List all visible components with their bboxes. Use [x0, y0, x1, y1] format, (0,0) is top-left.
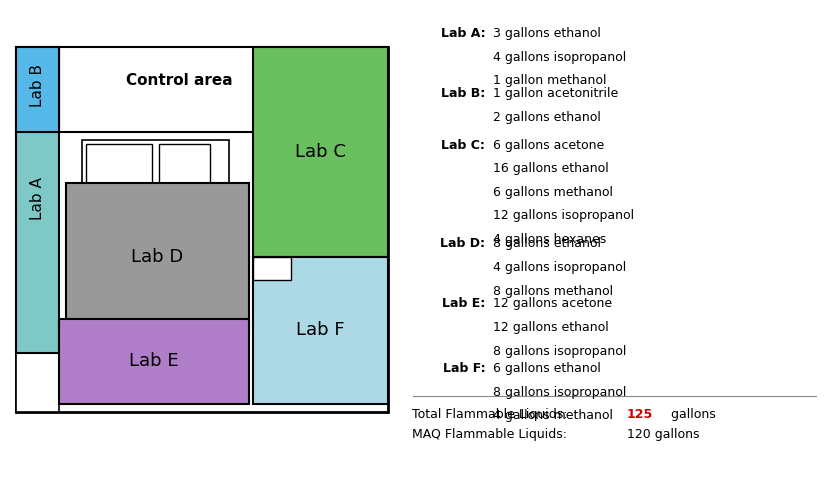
Text: 4 gallons isopropanol: 4 gallons isopropanol — [493, 261, 627, 274]
Text: Control area: Control area — [125, 73, 232, 87]
Text: MAQ Flammable Liquids:: MAQ Flammable Liquids: — [412, 428, 568, 442]
Text: 4 gallons methanol: 4 gallons methanol — [493, 409, 613, 422]
Text: 16 gallons ethanol: 16 gallons ethanol — [493, 162, 609, 175]
Text: 2 gallons ethanol: 2 gallons ethanol — [493, 111, 601, 123]
FancyBboxPatch shape — [159, 144, 210, 191]
Text: gallons: gallons — [667, 408, 716, 421]
Text: 12 gallons acetone: 12 gallons acetone — [493, 298, 612, 310]
Text: 1 gallon acetonitrile: 1 gallon acetonitrile — [493, 87, 619, 100]
FancyBboxPatch shape — [252, 47, 389, 257]
Text: 120 gallons: 120 gallons — [627, 428, 700, 442]
FancyBboxPatch shape — [252, 257, 291, 280]
Text: 6 gallons acetone: 6 gallons acetone — [493, 139, 605, 152]
Text: 6 gallons methanol: 6 gallons methanol — [493, 186, 613, 199]
FancyBboxPatch shape — [16, 353, 59, 411]
Text: 12 gallons isopropanol: 12 gallons isopropanol — [493, 209, 634, 223]
FancyBboxPatch shape — [59, 319, 248, 404]
FancyBboxPatch shape — [16, 47, 59, 132]
Text: Lab C:: Lab C: — [441, 139, 485, 152]
FancyBboxPatch shape — [16, 47, 389, 411]
Text: 1 gallon methanol: 1 gallon methanol — [493, 74, 607, 87]
Text: 8 gallons isopropanol: 8 gallons isopropanol — [493, 345, 627, 358]
Text: Total Flammable Liquids:: Total Flammable Liquids: — [412, 408, 568, 421]
Text: Lab C: Lab C — [295, 143, 346, 161]
Text: Lab F:: Lab F: — [443, 362, 485, 375]
FancyBboxPatch shape — [16, 47, 59, 353]
Text: 8 gallons isopropanol: 8 gallons isopropanol — [493, 386, 627, 399]
FancyBboxPatch shape — [252, 257, 389, 404]
Text: Lab F: Lab F — [296, 321, 345, 339]
Text: Lab A: Lab A — [30, 177, 45, 220]
Text: 3 gallons ethanol: 3 gallons ethanol — [493, 27, 601, 40]
Text: Lab E: Lab E — [129, 352, 178, 370]
Text: 4 gallons isopropanol: 4 gallons isopropanol — [493, 51, 627, 63]
Text: Lab E:: Lab E: — [442, 298, 485, 310]
Text: 125: 125 — [627, 408, 653, 421]
Text: Lab D: Lab D — [131, 247, 184, 265]
FancyBboxPatch shape — [59, 47, 389, 132]
FancyBboxPatch shape — [82, 140, 229, 210]
Text: 8 gallons methanol: 8 gallons methanol — [493, 285, 614, 298]
Text: 8 gallons ethanol: 8 gallons ethanol — [493, 237, 601, 250]
Text: 12 gallons ethanol: 12 gallons ethanol — [493, 321, 609, 334]
Text: 4 gallons hexanes: 4 gallons hexanes — [493, 233, 606, 246]
Text: Lab B: Lab B — [30, 64, 45, 107]
Text: Lab B:: Lab B: — [441, 87, 485, 100]
Text: Lab A:: Lab A: — [441, 27, 485, 40]
FancyBboxPatch shape — [66, 183, 248, 330]
FancyBboxPatch shape — [86, 144, 152, 198]
Text: 6 gallons ethanol: 6 gallons ethanol — [493, 362, 601, 375]
Text: Lab D:: Lab D: — [441, 237, 485, 250]
